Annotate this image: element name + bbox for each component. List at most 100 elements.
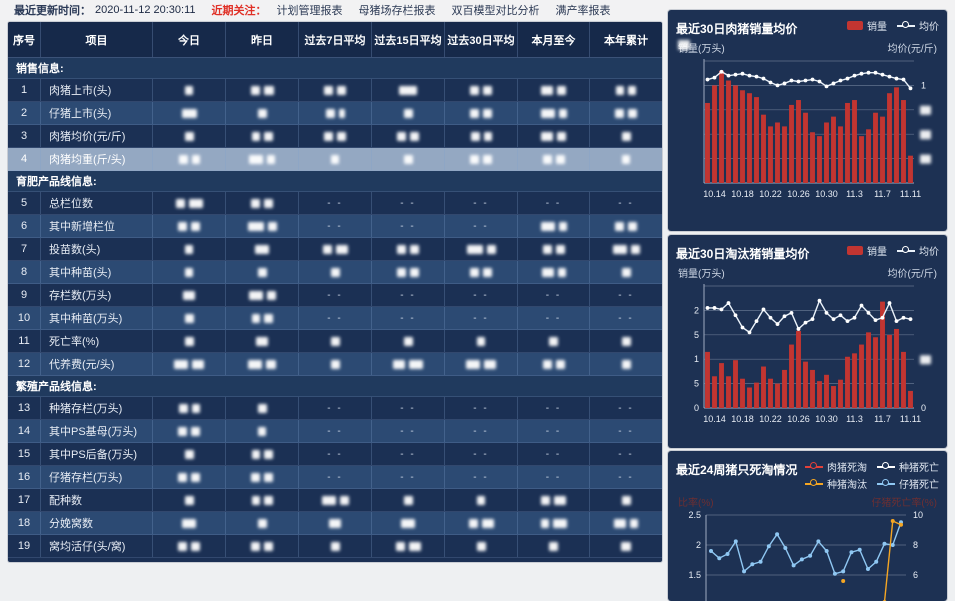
table-row-7[interactable]: 7 投苗数(头) (8, 238, 662, 261)
legend-item-price[interactable]: 均价 (897, 243, 939, 258)
series-legend-marker (805, 479, 823, 488)
redacted-value (249, 154, 263, 164)
sales-bar (768, 126, 773, 183)
redacted-value (174, 359, 188, 369)
legend-item-price[interactable]: 均价 (897, 18, 939, 33)
value-cell (226, 148, 299, 170)
value-cell (518, 535, 590, 557)
table-row-14[interactable]: 14 其中PS基母(万头) - - - - - - - - - - (8, 420, 662, 443)
value-cell (372, 79, 445, 101)
empty-value: - - (545, 471, 562, 483)
value-cell: - - (299, 307, 372, 329)
table-row-5[interactable]: 5 总栏位数 - - - - - - - - - - (8, 192, 662, 215)
redacted-value (395, 541, 405, 551)
empty-value: - - (545, 402, 562, 414)
row-number: 1 (8, 79, 41, 101)
legend-item-1[interactable]: 肉猪死淘 (805, 459, 867, 474)
left-axis-tick: 1 (694, 354, 699, 364)
table-row-3[interactable]: 3 肉猪均价(元/斤) (8, 125, 662, 148)
report-link-3[interactable]: 双百模型对比分析 (451, 5, 540, 17)
avg-price-point (880, 315, 885, 320)
empty-value: - - (473, 220, 489, 232)
empty-value: - - (545, 197, 562, 209)
table-row-15[interactable]: 15 其中PS后备(万头) - - - - - - - - - - (8, 443, 662, 466)
table-row-10[interactable]: 10 其中种苗(万头) - - - - - - - - - - (8, 307, 662, 330)
value-cell: - - (590, 443, 662, 465)
right-axis-tick: 1 (921, 80, 926, 90)
right-axis-label: 均价(元/斤) (887, 269, 937, 280)
table-row-17[interactable]: 17 配种数 (8, 489, 662, 512)
series-point (733, 539, 738, 544)
series-point (783, 546, 788, 550)
redacted-value (264, 198, 273, 208)
series-point (758, 559, 763, 564)
redacted-value (399, 85, 417, 95)
report-link-2[interactable]: 母猪场存栏报表 (358, 5, 436, 17)
series-legend-marker (805, 462, 823, 471)
value-cell (518, 125, 590, 147)
table-row-13[interactable]: 13 种猪存栏(万头) - - - - - - - - - - (8, 397, 662, 420)
value-cell: - - (445, 215, 518, 237)
x-axis-tick: 11.7 (874, 414, 891, 424)
value-cell (153, 261, 226, 283)
series-point (890, 543, 895, 547)
row-label: 肉猪上市(头) (41, 79, 153, 101)
legend-item-3[interactable]: 种猪淘汰 (805, 476, 867, 491)
legend-item-sales[interactable]: 销量 (847, 243, 887, 258)
table-row-6[interactable]: 6 其中新增栏位 - - - - - - (8, 215, 662, 238)
row-label: 配种数 (41, 489, 153, 511)
report-link-1[interactable]: 计划管理报表 (276, 5, 343, 17)
table-row-12[interactable]: 12 代养费(元/头) (8, 353, 662, 376)
redacted-value (468, 518, 478, 528)
value-cell (372, 512, 445, 534)
report-link-4[interactable]: 满产率报表 (555, 5, 611, 17)
series-point (808, 553, 813, 558)
value-cell: - - (372, 466, 445, 488)
value-cell (226, 79, 299, 101)
table-row-4[interactable]: 4 肉猪均重(斤/头) (8, 148, 662, 171)
avg-price-point (768, 315, 773, 320)
redacted-value (251, 541, 260, 551)
redacted-value (257, 518, 267, 528)
avg-price-point (789, 310, 794, 315)
legend-item-sales[interactable]: 销量 (847, 18, 887, 33)
redacted-value (250, 85, 260, 95)
redacted-value (178, 426, 187, 436)
sales-bar (705, 102, 710, 183)
legend-item-2[interactable]: 种猪死亡 (877, 459, 939, 474)
sales-bar (894, 87, 899, 183)
table-row-19[interactable]: 19 窝均活仔(头/窝) (8, 535, 662, 558)
value-cell (153, 443, 226, 465)
value-cell (518, 330, 590, 352)
value-cell (226, 466, 299, 488)
row-number: 14 (8, 420, 41, 442)
value-cell: - - (299, 397, 372, 419)
table-row-18[interactable]: 18 分娩窝数 (8, 512, 662, 535)
redacted-value (266, 359, 276, 369)
series-point (857, 547, 862, 552)
left-axis-label: 比率(%) (678, 498, 714, 509)
table-row-2[interactable]: 2 仔猪上市(头) (8, 102, 662, 125)
redacted-value (483, 267, 492, 277)
empty-value: - - (473, 402, 489, 414)
redacted-value (178, 221, 187, 231)
legend-item-4[interactable]: 仔猪死亡 (877, 476, 939, 491)
avg-price-point (796, 79, 801, 84)
empty-value: - - (327, 312, 343, 324)
chart-panel-pig-sales: 最近30日肉猪销量均价 销量 均价 销量(万头) 均价(元/斤) 10.14 10… (668, 10, 947, 231)
table-row-16[interactable]: 16 仔猪存栏(万头) - - - - - - - - - - (8, 466, 662, 489)
value-cell: - - (372, 443, 445, 465)
chart-panel-mortality: 最近24周猪只死淘情况 肉猪死淘 种猪死亡 种猪淘汰 仔猪死亡 比率(%) 仔猪死亡率… (668, 451, 947, 601)
header-cell: 本年累计 (604, 34, 648, 47)
table-row-11[interactable]: 11 死亡率(%) (8, 330, 662, 353)
table-row-9[interactable]: 9 存栏数(万头) - - - - - - - - - - (8, 284, 662, 307)
table-row-1[interactable]: 1 肉猪上市(头) (8, 79, 662, 102)
avg-price-point (719, 307, 724, 312)
value-cell (153, 79, 226, 101)
chart-legend: 销量 均价 (847, 18, 939, 33)
row-label: 肉猪均价(元/斤) (41, 125, 153, 147)
value-cell: - - (518, 307, 590, 329)
row-label: 其中种苗(头) (41, 261, 153, 283)
table-row-8[interactable]: 8 其中种苗(头) (8, 261, 662, 284)
sales-bar (782, 126, 787, 183)
